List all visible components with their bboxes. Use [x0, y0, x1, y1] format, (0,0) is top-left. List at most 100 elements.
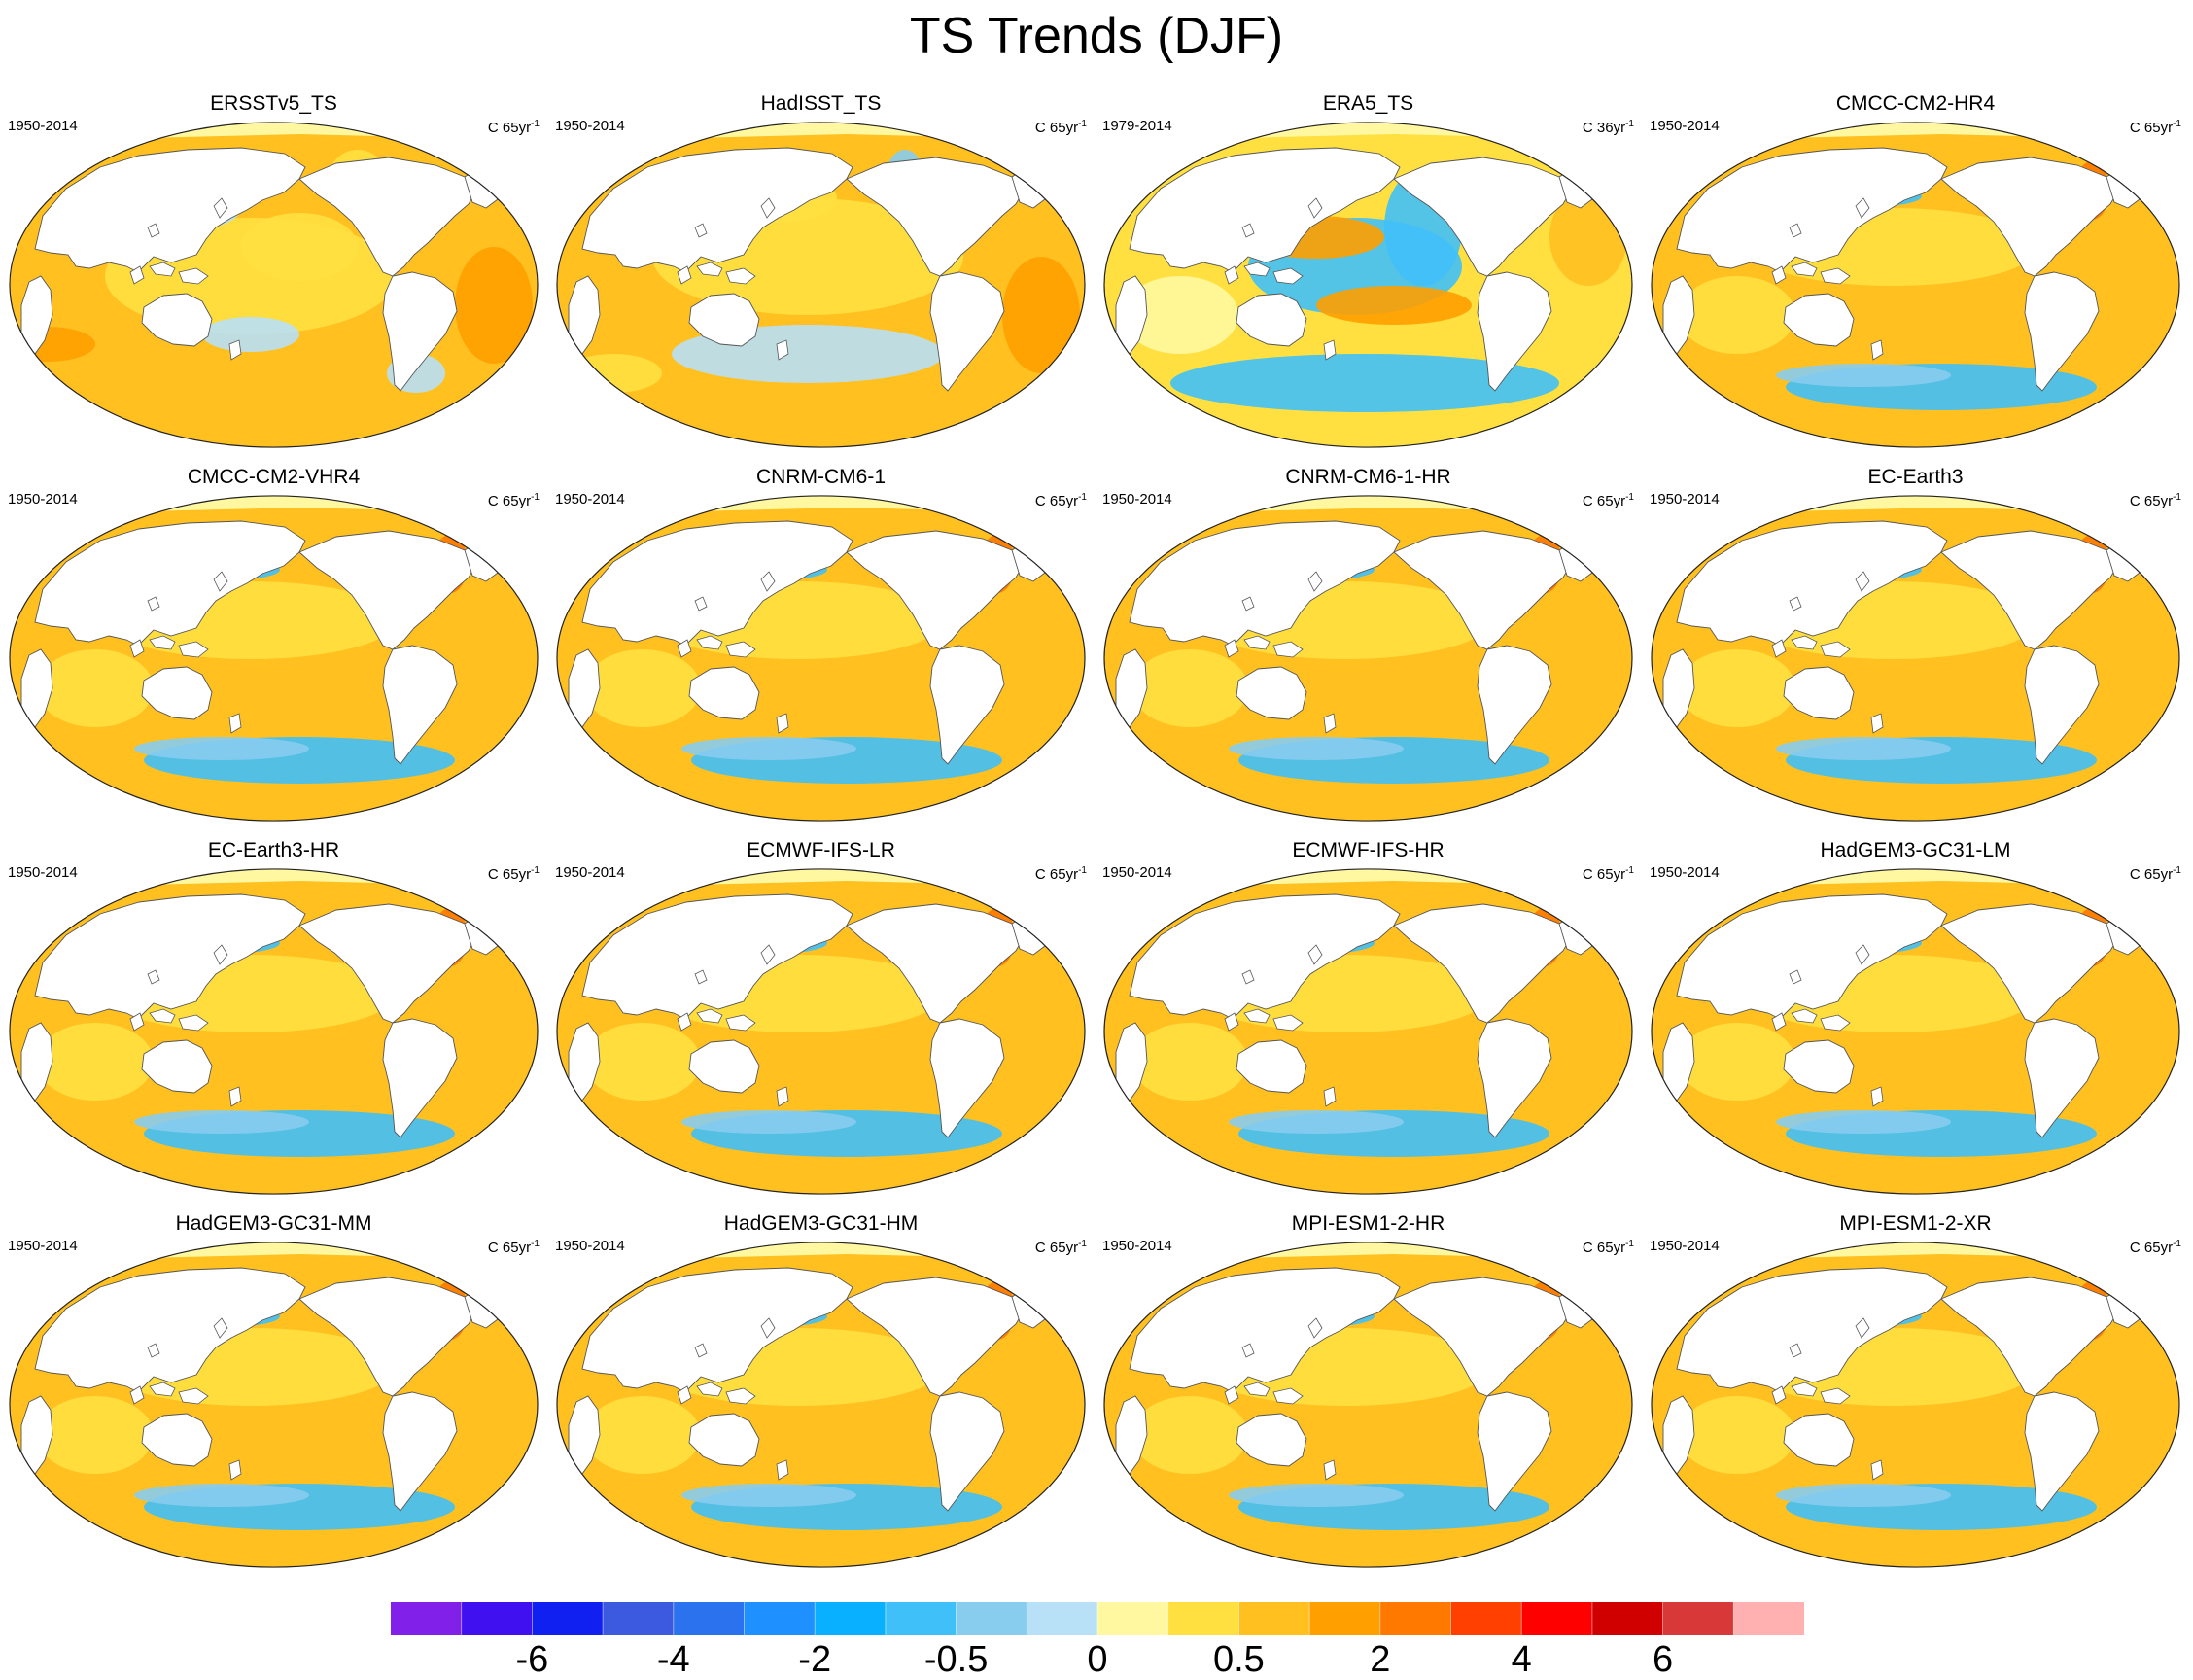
panel-units: C 65yr-1 [1035, 861, 1087, 885]
map-panel: HadISST_TS 1950-2014 C 65yr-1 [547, 91, 1095, 453]
panel-units: C 65yr-1 [1583, 1235, 1634, 1258]
land-namerica [1940, 903, 2119, 1024]
colorbar-segment [885, 1602, 957, 1635]
colorbar-tick-label: 0.5 [1212, 1639, 1265, 1680]
panel-units: C 65yr-1 [1583, 861, 1634, 885]
panel-title: ERA5_TS [1322, 92, 1414, 115]
land-namerica [846, 530, 1025, 650]
panel-units: C 65yr-1 [2130, 861, 2181, 885]
map-plot [1103, 495, 1633, 822]
map-panel: ECMWF-IFS-HR 1950-2014 C 65yr-1 [1095, 838, 1642, 1200]
land-samerica [929, 1391, 1005, 1512]
panel-period: 1950-2014 [555, 1238, 625, 1254]
land-africa [1115, 275, 1148, 355]
land-samerica [929, 1018, 1005, 1138]
panel-units-exponent: -1 [1625, 492, 1634, 503]
colorbar-segment [1097, 1602, 1169, 1635]
land-eurasia [34, 893, 306, 1020]
map-boundary [1103, 868, 1633, 1195]
land-namerica [298, 530, 477, 650]
panel-units-base: C 65yr [2129, 120, 2174, 136]
map-plot [9, 868, 539, 1195]
colorbar-segment [956, 1602, 1027, 1635]
panel-units-base: C 65yr [1582, 493, 1626, 509]
panel-period: 1950-2014 [8, 1238, 78, 1254]
map-panel: CMCC-CM2-HR4 1950-2014 C 65yr-1 [1642, 91, 2189, 453]
land-samerica [1477, 271, 1552, 392]
panel-title: CMCC-CM2-HR4 [1835, 92, 1996, 115]
map-boundary [9, 495, 539, 822]
land-namerica [1940, 157, 2119, 277]
land-aus [1236, 1413, 1307, 1467]
colorbar-tick-label: 2 [1370, 1639, 1391, 1680]
panel-period: 1950-2014 [1650, 118, 1720, 134]
land-namerica [1393, 157, 1572, 277]
colorbar-tick-label: 6 [1653, 1639, 1674, 1680]
land-eurasia [34, 147, 306, 273]
land-samerica [1477, 1391, 1552, 1512]
panel-units-exponent: -1 [531, 1239, 540, 1249]
map-panel: HadGEM3-GC31-LM 1950-2014 C 65yr-1 [1642, 838, 2189, 1200]
land-aus [688, 1413, 760, 1467]
land-aus [141, 1039, 213, 1094]
colorbar-tick-label: 0 [1087, 1639, 1108, 1680]
land-eurasia [581, 893, 853, 1020]
map-panel: EC-Earth3-HR 1950-2014 C 65yr-1 [0, 838, 547, 1200]
panel-units: C 65yr-1 [488, 115, 540, 138]
land-africa [20, 648, 53, 728]
panel-title: MPI-ESM1-2-XR [1839, 1212, 1992, 1235]
panel-units-exponent: -1 [2173, 865, 2181, 876]
panel-units: C 65yr-1 [2130, 488, 2181, 511]
panel-units: C 65yr-1 [488, 1235, 540, 1258]
panel-units-exponent: -1 [1078, 1239, 1087, 1249]
land-namerica [1940, 1277, 2119, 1397]
map-boundary [556, 122, 1086, 448]
map-plot [556, 868, 1086, 1195]
map-panel: CMCC-CM2-VHR4 1950-2014 C 65yr-1 [0, 465, 547, 826]
land-samerica [382, 645, 458, 765]
land-samerica [2024, 1391, 2100, 1512]
map-boundary [1651, 122, 2180, 448]
colorbar-segment [603, 1602, 675, 1635]
land-samerica [1477, 1018, 1552, 1138]
panel-units-exponent: -1 [2173, 492, 2181, 503]
map-panel: CNRM-CM6-1-HR 1950-2014 C 65yr-1 [1095, 465, 1642, 826]
map-boundary [9, 868, 539, 1195]
colorbar-tick-label: -2 [798, 1639, 832, 1680]
land-namerica [846, 157, 1025, 277]
map-panel: ECMWF-IFS-LR 1950-2014 C 65yr-1 [547, 838, 1095, 1200]
panel-period: 1950-2014 [1102, 491, 1172, 508]
colorbar-segment [391, 1602, 463, 1635]
colorbar-segment [1521, 1602, 1593, 1635]
map-plot [556, 122, 1086, 448]
land-samerica [2024, 1018, 2100, 1138]
panel-title: MPI-ESM1-2-HR [1291, 1212, 1445, 1235]
panel-units-exponent: -1 [531, 865, 540, 876]
land-samerica [2024, 271, 2100, 392]
map-field [1651, 122, 2180, 448]
land-africa [568, 648, 601, 728]
land-eurasia [581, 147, 853, 273]
land-africa [568, 1395, 601, 1475]
map-plot [1651, 495, 2180, 822]
colorbar-segment [461, 1602, 533, 1635]
colorbar [391, 1602, 1804, 1635]
panel-units-base: C 65yr [487, 120, 532, 136]
panel-period: 1950-2014 [8, 118, 78, 134]
panel-units-base: C 65yr [487, 493, 532, 509]
panel-units-base: C 65yr [1034, 120, 1079, 136]
map-boundary [556, 1242, 1086, 1568]
panel-units-base: C 65yr [2129, 493, 2174, 509]
land-namerica [1393, 903, 1572, 1024]
land-africa [20, 1022, 53, 1102]
land-aus [1783, 1413, 1855, 1467]
colorbar-segment [1238, 1602, 1310, 1635]
map-panel: HadGEM3-GC31-MM 1950-2014 C 65yr-1 [0, 1211, 547, 1573]
panel-period: 1950-2014 [1102, 864, 1172, 881]
map-field [9, 1242, 539, 1568]
land-africa [568, 275, 601, 355]
panel-title: HadGEM3-GC31-MM [175, 1212, 372, 1235]
panel-units-exponent: -1 [1078, 119, 1087, 129]
map-boundary [1103, 495, 1633, 822]
colorbar-segment [1379, 1602, 1451, 1635]
